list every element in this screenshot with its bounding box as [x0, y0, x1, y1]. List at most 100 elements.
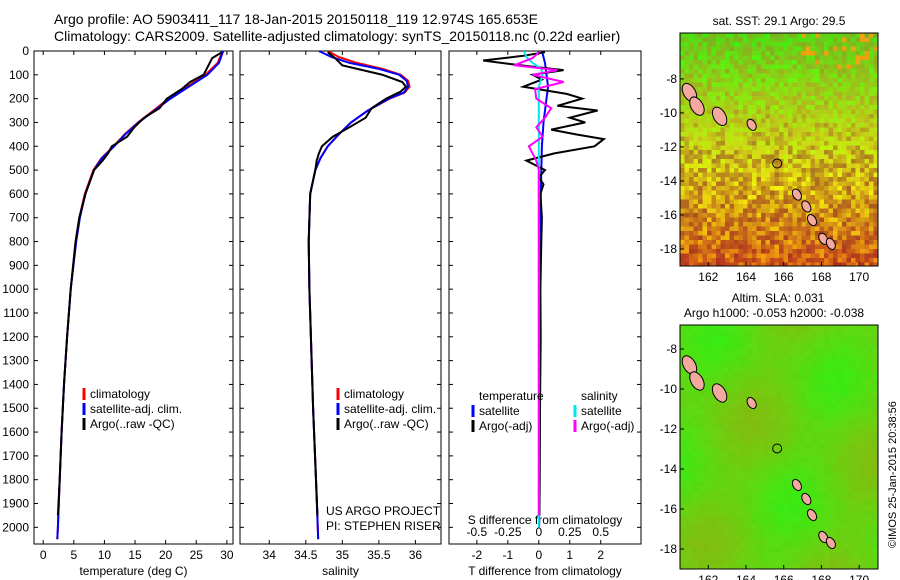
map-cell: [770, 226, 775, 232]
map-cell: [738, 96, 744, 101]
map-cell: [837, 78, 843, 83]
map-cell: [833, 262, 838, 266]
map-cell: [788, 60, 793, 65]
map-cell: [860, 475, 867, 482]
map-cell: [837, 46, 843, 52]
map-cell: [788, 181, 793, 187]
map-cell: [851, 154, 856, 160]
map-cell: [806, 96, 811, 101]
map-cell: [866, 511, 873, 518]
map-cell: [728, 541, 735, 548]
map-cell: [722, 433, 729, 440]
map-cell: [842, 343, 849, 350]
map-cell: [761, 159, 766, 164]
map-cell: [686, 433, 693, 440]
map-cell: [684, 64, 690, 70]
map-cell: [716, 69, 721, 74]
map-cell: [725, 186, 730, 191]
map-cell: [776, 505, 783, 512]
map-cell: [842, 132, 847, 137]
map-cell: [815, 118, 820, 124]
map-cell: [872, 505, 878, 512]
map-cell: [800, 553, 807, 560]
map-cell: [851, 114, 856, 119]
map-cell: [716, 403, 723, 410]
map-cell: [774, 82, 780, 88]
map-cell: [752, 258, 757, 263]
map-cell: [761, 186, 766, 191]
map-cell: [711, 82, 717, 88]
map-cell: [794, 493, 801, 500]
map-cell: [764, 541, 771, 548]
map-cell: [716, 159, 721, 164]
map-cell: [854, 355, 861, 362]
map-cell: [729, 55, 735, 61]
map-cell: [824, 73, 829, 79]
map-cell: [752, 523, 759, 530]
map-cell: [801, 136, 807, 142]
map-cell: [722, 553, 729, 560]
island-shape: [746, 118, 757, 131]
map-cell: [873, 87, 878, 92]
map-cell: [776, 343, 783, 350]
map-cell: [774, 60, 780, 65]
map-cell: [806, 109, 811, 115]
map-cell: [833, 159, 838, 164]
map-cell: [716, 367, 723, 374]
map-cell: [837, 168, 843, 173]
map-cell: [855, 132, 861, 137]
map-cell: [833, 213, 838, 218]
map-cell: [693, 199, 699, 205]
map-cell: [776, 511, 783, 518]
map-cell: [725, 235, 730, 241]
map-cell: [792, 154, 798, 160]
map-cell: [752, 511, 759, 518]
map-cell: [828, 141, 834, 146]
map-cell: [848, 457, 855, 464]
map-cell: [873, 37, 878, 43]
map-cell: [770, 69, 775, 74]
map-cell: [747, 42, 753, 47]
map-cell: [686, 541, 693, 548]
map-cell: [860, 343, 867, 350]
map-cell: [734, 64, 739, 70]
map-cell: [720, 51, 726, 56]
map-cell: [842, 181, 847, 187]
map-cell: [756, 249, 762, 254]
map-cell: [734, 244, 739, 250]
map-cell: [684, 141, 690, 146]
map-cell: [738, 91, 744, 97]
map-cell: [747, 91, 753, 97]
map-cell: [725, 114, 730, 119]
map-cell: [686, 457, 693, 464]
map-cell: [680, 123, 685, 128]
map-cell: [698, 349, 705, 356]
map-cell: [686, 397, 693, 404]
map-cell: [686, 439, 693, 446]
map-cell: [819, 55, 825, 61]
map-ytick-label: -8: [666, 342, 677, 356]
map-cell: [720, 100, 726, 106]
map-cell: [756, 159, 762, 164]
map-cell: [810, 168, 816, 173]
map-cell: [824, 487, 831, 494]
map-cell: [842, 231, 847, 236]
map-cell: [851, 42, 856, 47]
map-cell: [806, 337, 813, 344]
map-cell: [866, 493, 873, 500]
map-cell: [770, 118, 775, 124]
map-cell: [788, 433, 795, 440]
map-cell: [689, 69, 694, 74]
map-cell: [725, 190, 730, 196]
map-cell: [707, 96, 712, 101]
map-cell: [680, 42, 685, 47]
map-cell: [716, 493, 723, 500]
map-xtick-label: 162: [698, 270, 718, 284]
map-cell: [770, 235, 775, 241]
island-shape: [689, 371, 705, 391]
map-cell: [728, 463, 735, 470]
map-cell: [740, 343, 747, 350]
map-cell: [720, 132, 726, 137]
map-cell: [830, 325, 837, 332]
map-cell: [692, 349, 699, 356]
